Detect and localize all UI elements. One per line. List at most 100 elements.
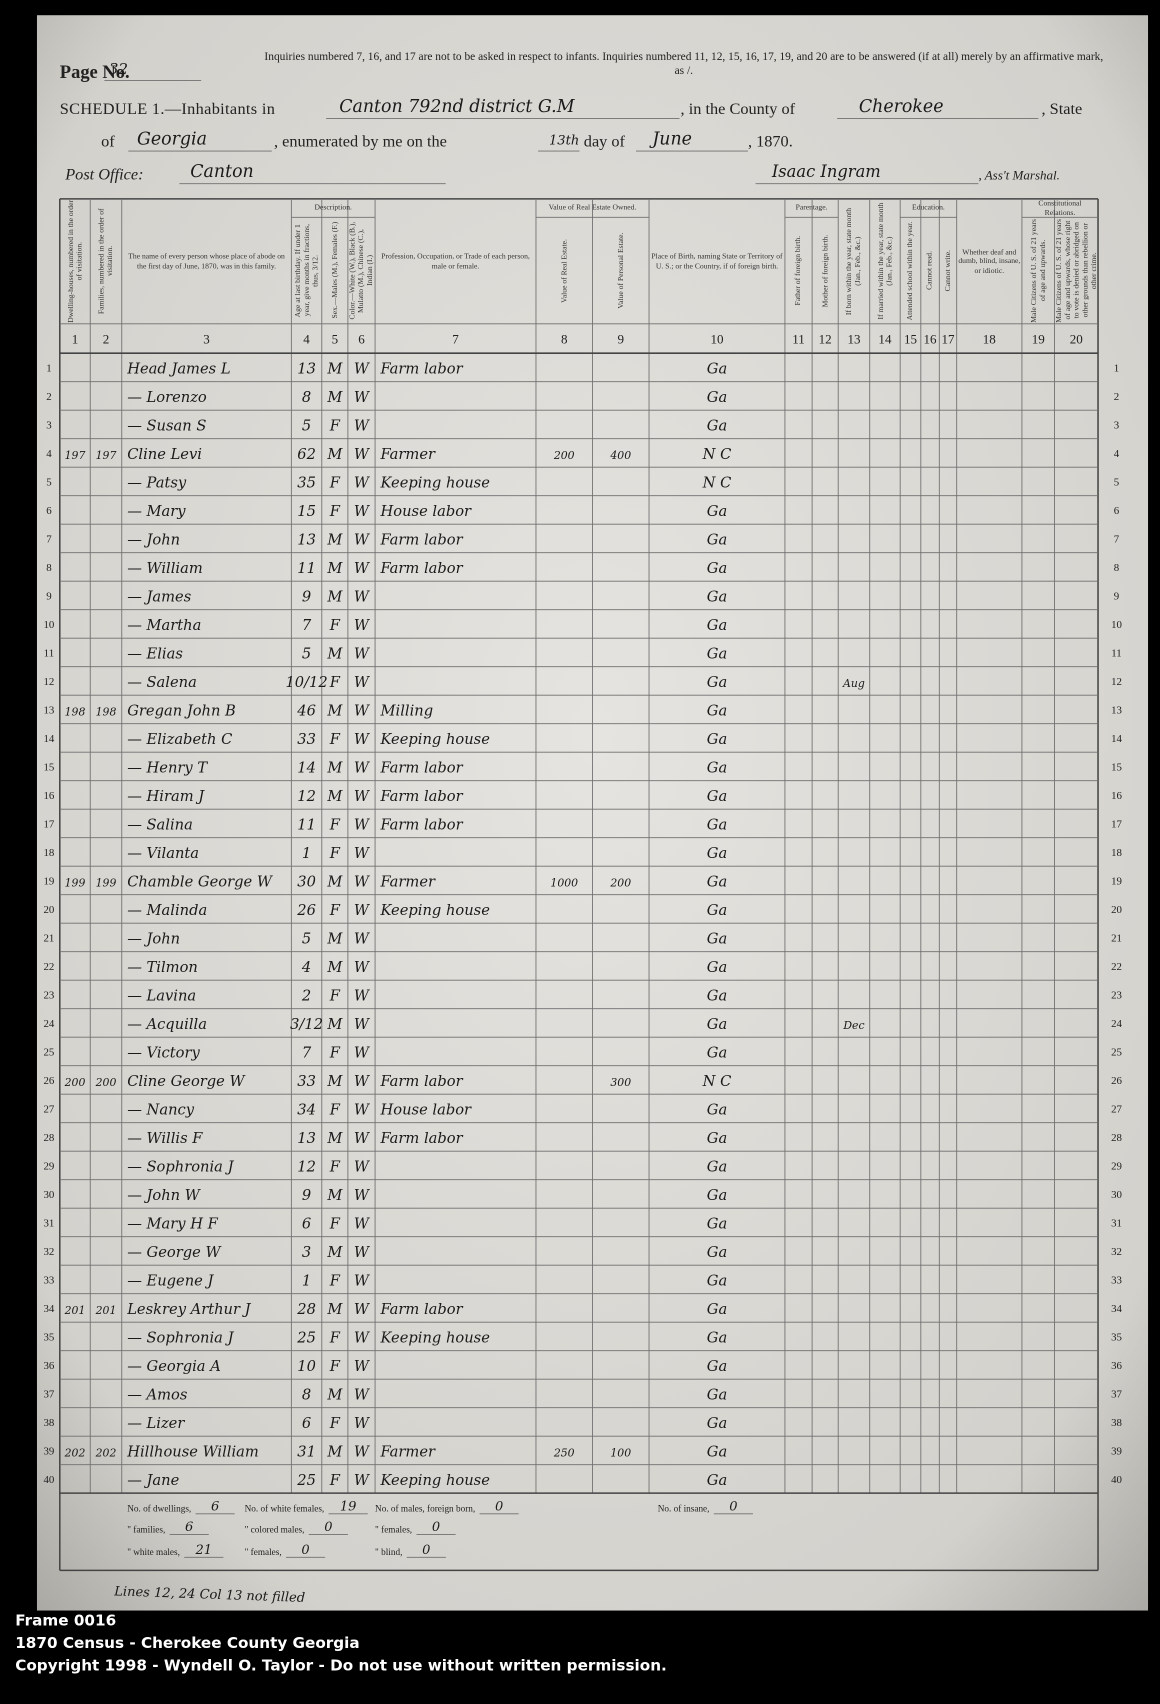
cell-color: W	[354, 1130, 371, 1147]
cell-birthplace: N C	[702, 446, 732, 463]
cell-color: W	[354, 1073, 371, 1090]
column-header-box: Color.—White (W.), Black (B.), Mulatto (…	[348, 222, 374, 320]
cell-birthplace: Ga	[707, 874, 727, 891]
heading-text: Cherokee	[859, 97, 944, 117]
column-header: If born within the year, state month (Ja…	[838, 199, 870, 324]
cell-dwelling: 197	[65, 449, 86, 462]
line-number: 19	[43, 876, 54, 888]
cell-age: 14	[297, 760, 316, 777]
cell-name: — Martha	[127, 617, 201, 634]
column-header-box: Cannot write.	[944, 250, 953, 291]
summary-label: " females,	[245, 1547, 282, 1557]
heading-text: day of	[584, 132, 626, 151]
cell-occupation: Farmer	[380, 1444, 436, 1461]
cell-age: 33	[297, 1073, 316, 1090]
margin-note: Lines 12, 24 Col 13 not filled	[113, 1584, 305, 1606]
cell-age: 9	[302, 1187, 311, 1204]
line-number: 15	[43, 762, 54, 774]
summary-value: 19	[340, 1500, 357, 1515]
cell-occupation: Farmer	[380, 446, 436, 463]
cell-age: 3/12	[290, 1016, 323, 1033]
column-header-box: Male Citizens of U. S. of 21 years of ag…	[1055, 219, 1098, 323]
cell-color: W	[354, 560, 371, 577]
column-number: 13	[847, 331, 860, 346]
cell-sex: M	[326, 1387, 343, 1404]
line-number: 9	[1114, 591, 1119, 603]
line-number: 37	[43, 1389, 54, 1401]
cell-age: 11	[297, 817, 316, 834]
cell-occupation: Milling	[380, 703, 434, 720]
cell-color: W	[354, 703, 371, 720]
line-number: 33	[43, 1275, 54, 1287]
line-number: 18	[43, 847, 54, 859]
cell-birthplace: Ga	[707, 988, 727, 1005]
cell-name: — William	[127, 560, 203, 577]
cell-birthplace: Ga	[707, 1159, 727, 1176]
cell-age: 11	[297, 560, 316, 577]
cell-sex: M	[326, 1301, 343, 1318]
cell-age: 4	[301, 959, 311, 976]
column-header-box: Whether deaf and dumb, blind, insane, or…	[958, 248, 1020, 274]
cell-sex: M	[326, 1244, 343, 1261]
column-header-box: Place of Birth, naming State or Territor…	[651, 253, 782, 270]
cell-sex: M	[326, 1130, 343, 1147]
summary-label: " families,	[127, 1524, 165, 1534]
heading-text: SCHEDULE 1.—Inhabitants in	[60, 99, 275, 118]
column-header: Families, numbered in the order of visit…	[90, 199, 122, 324]
line-number: 1	[46, 363, 51, 375]
column-header-box: Sex.—Males (M.), Females (F.)	[330, 222, 339, 319]
cell-color: W	[354, 589, 371, 606]
summary-value: 6	[211, 1500, 219, 1515]
caption: Copyright 1998 - Wyndell O. Taylor - Do …	[15, 1656, 667, 1674]
cell-age: 34	[297, 1102, 316, 1119]
summary-label: No. of dwellings,	[127, 1504, 191, 1514]
cell-name: — Vilanta	[127, 845, 199, 862]
cell-occupation: House labor	[380, 503, 473, 520]
cell-name: — Mary H F	[127, 1216, 218, 1233]
cell-color: W	[354, 389, 371, 406]
line-number: 23	[43, 990, 54, 1002]
cell-occupation: Farm labor	[380, 560, 464, 577]
column-number: 10	[710, 331, 724, 346]
cell-sex: F	[329, 1045, 341, 1062]
cell-name: Cline George W	[127, 1073, 246, 1090]
column-header-box: Father of foreign birth.	[794, 236, 803, 306]
cell-color: W	[354, 874, 371, 891]
cell-color: W	[354, 1216, 371, 1233]
column-header-text: Value of Personal Estate.	[616, 232, 626, 309]
cell-occupation: Keeping house	[380, 475, 491, 492]
column-header-box: Profession, Occupation, or Trade of each…	[381, 253, 530, 270]
cell-sex: F	[329, 1472, 341, 1489]
line-number: 21	[43, 933, 54, 945]
summary-value: 0	[432, 1520, 440, 1535]
cell-occupation: Keeping house	[380, 731, 491, 748]
cell-family: 198	[96, 706, 117, 719]
cell-age: 26	[296, 902, 316, 919]
cell-age: 33	[297, 731, 316, 748]
cell-sex: F	[329, 1273, 341, 1290]
heading-text: June	[649, 130, 692, 150]
cell-color: W	[354, 1330, 371, 1347]
line-number: 22	[43, 961, 54, 973]
line-number: 9	[46, 591, 51, 603]
summary-label: " colored males,	[245, 1524, 305, 1534]
heading-text: , State	[1041, 99, 1082, 118]
column-header-box: Attended school within the year.	[906, 221, 915, 320]
summary-value: 0	[301, 1543, 309, 1558]
line-number: 7	[46, 534, 52, 546]
cell-name: Cline Levi	[127, 446, 202, 463]
heading-text: 32	[109, 60, 128, 78]
cell-birthplace: Ga	[707, 959, 727, 976]
cell-occupation: Keeping house	[380, 1330, 491, 1347]
cell-color: W	[354, 1102, 371, 1119]
cell-color: W	[354, 1273, 371, 1290]
cell-age: 7	[302, 617, 312, 634]
group-header: Parentage.	[795, 203, 828, 213]
cell-real-estate: 1000	[550, 877, 578, 890]
cell-color: W	[354, 731, 371, 748]
cell-birthplace: Ga	[707, 1301, 727, 1318]
cell-sex: M	[326, 560, 343, 577]
cell-dwelling: 202	[64, 1447, 86, 1460]
cell-age: 9	[302, 589, 311, 606]
